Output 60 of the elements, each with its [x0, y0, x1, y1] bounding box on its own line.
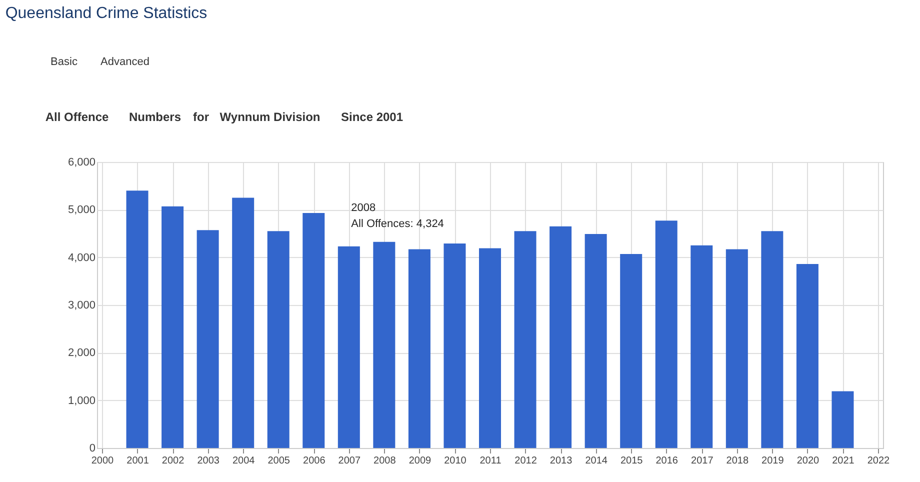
x-tick-label: 2022: [867, 456, 890, 466]
x-tick-label: 2011: [480, 456, 502, 466]
bar: [620, 254, 642, 448]
x-tick-label: 2000: [91, 456, 114, 466]
x-tick-label: 2016: [656, 456, 678, 466]
x-tick-label: 2021: [832, 456, 855, 466]
text: Numbers: [128, 110, 182, 124]
x-tick-label: 2018: [726, 456, 749, 466]
bar: [126, 190, 148, 448]
text: Basic: [50, 56, 78, 68]
y-tick-label: 3,000: [68, 300, 96, 312]
y-tick-label: 5,000: [68, 204, 96, 216]
x-tick-label: 2001: [126, 456, 150, 466]
x-tick-label: 2012: [514, 456, 538, 466]
text: for: [193, 110, 210, 124]
annotation: 2008 All Offences: 4,324: [351, 202, 444, 230]
x-tick-label: 2019: [762, 456, 784, 466]
bar: [796, 264, 818, 448]
bar: [584, 234, 607, 448]
bar: [726, 249, 748, 448]
y-tick-label: 6,000: [68, 156, 96, 168]
bar: [408, 249, 430, 448]
x-tick-label: 2004: [232, 456, 256, 466]
chart-title: Queensland Crime Statistics: [5, 5, 208, 22]
bar: [550, 226, 572, 448]
bar: [832, 391, 854, 448]
x-tick-label: 2006: [303, 456, 326, 466]
bar: [302, 213, 325, 448]
x-tick-label: 2003: [197, 456, 220, 466]
bar: [162, 206, 184, 448]
bar: [267, 231, 290, 448]
x-tick-label: 2002: [162, 456, 185, 466]
x-tick-label: 2020: [796, 456, 820, 466]
x-tick-label: 2009: [408, 456, 432, 466]
x-tick-label: 2015: [620, 456, 644, 466]
bar: [373, 242, 396, 448]
bar: [444, 244, 466, 448]
bar: [655, 220, 678, 448]
y-tick-label: 0: [89, 442, 96, 454]
y-tick-label: 4,000: [68, 252, 96, 264]
bar: [232, 198, 254, 448]
bar: [338, 246, 360, 448]
x-tick-label: 2014: [585, 456, 608, 466]
bar: [514, 231, 536, 448]
text: All Offence: [45, 110, 109, 124]
text: Since 2001: [340, 110, 404, 124]
text: Wynnum Division: [220, 110, 320, 124]
x-tick-label: 2005: [268, 456, 290, 466]
text: Advanced: [100, 56, 150, 68]
bar: [479, 248, 501, 448]
bar: [196, 230, 219, 448]
x-tick-label: 2010: [444, 456, 467, 466]
x-tick-label: 2017: [691, 456, 714, 466]
y-tick-label: 2,000: [68, 347, 96, 360]
y-tick-label: 1,000: [68, 394, 96, 407]
bar: [761, 231, 784, 448]
bar: [690, 245, 713, 448]
x-tick-label: 2008: [374, 456, 396, 466]
x-tick-label: 2013: [550, 456, 573, 466]
x-tick-label: 2007: [338, 456, 361, 466]
